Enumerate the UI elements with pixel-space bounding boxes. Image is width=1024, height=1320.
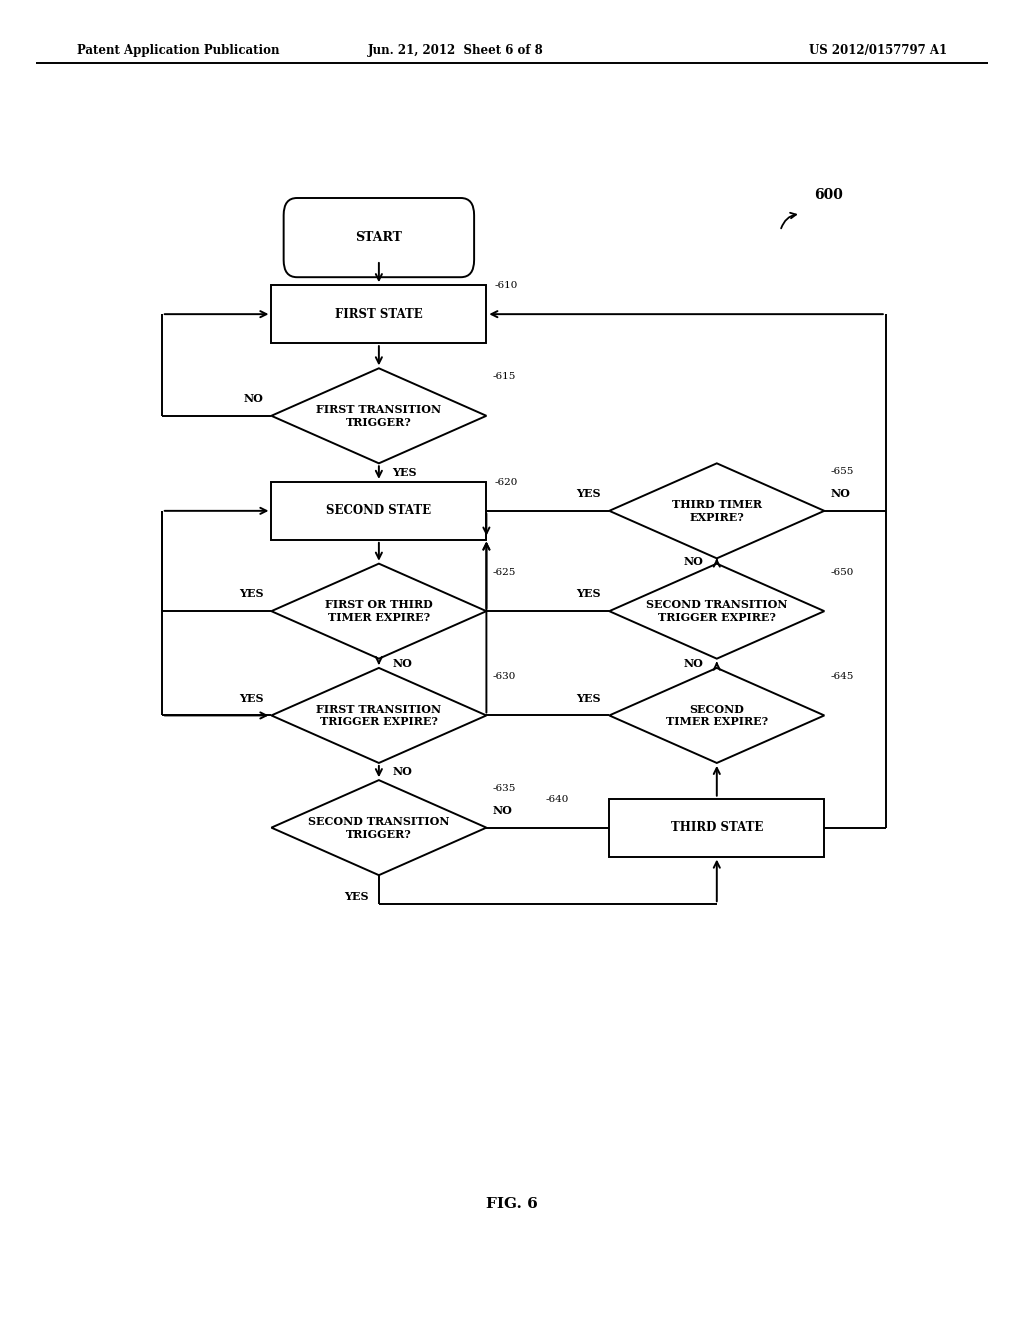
Bar xyxy=(271,285,486,343)
Text: FIG. 6: FIG. 6 xyxy=(486,1197,538,1210)
Text: SECOND STATE: SECOND STATE xyxy=(327,504,431,517)
Text: SECOND
TIMER EXPIRE?: SECOND TIMER EXPIRE? xyxy=(666,704,768,727)
FancyBboxPatch shape xyxy=(284,198,474,277)
Text: US 2012/0157797 A1: US 2012/0157797 A1 xyxy=(809,44,947,57)
Text: -625: -625 xyxy=(493,568,516,577)
Text: FIRST STATE: FIRST STATE xyxy=(335,308,423,321)
Text: YES: YES xyxy=(577,488,601,499)
Text: Patent Application Publication: Patent Application Publication xyxy=(77,44,280,57)
Text: 600: 600 xyxy=(814,189,843,202)
Polygon shape xyxy=(609,463,824,558)
Text: FIRST OR THIRD
TIMER EXPIRE?: FIRST OR THIRD TIMER EXPIRE? xyxy=(325,599,433,623)
Polygon shape xyxy=(609,564,824,659)
Polygon shape xyxy=(271,668,486,763)
Text: -630: -630 xyxy=(493,672,516,681)
Text: YES: YES xyxy=(344,891,369,902)
Text: Jun. 21, 2012  Sheet 6 of 8: Jun. 21, 2012 Sheet 6 of 8 xyxy=(368,44,544,57)
Text: -655: -655 xyxy=(830,467,854,477)
Text: -615: -615 xyxy=(493,372,516,381)
Text: FIRST TRANSITION
TRIGGER?: FIRST TRANSITION TRIGGER? xyxy=(316,404,441,428)
Text: YES: YES xyxy=(577,589,601,599)
Polygon shape xyxy=(271,368,486,463)
Text: FIRST TRANSITION
TRIGGER EXPIRE?: FIRST TRANSITION TRIGGER EXPIRE? xyxy=(316,704,441,727)
Bar xyxy=(271,482,486,540)
Text: NO: NO xyxy=(493,805,512,816)
Text: YES: YES xyxy=(239,693,263,704)
Text: -650: -650 xyxy=(830,568,854,577)
Polygon shape xyxy=(609,668,824,763)
Text: NO: NO xyxy=(392,657,412,669)
Text: NO: NO xyxy=(684,556,703,566)
Text: NO: NO xyxy=(392,766,412,777)
Polygon shape xyxy=(271,564,486,659)
Text: SECOND TRANSITION
TRIGGER?: SECOND TRANSITION TRIGGER? xyxy=(308,816,450,840)
Text: START: START xyxy=(355,231,402,244)
Text: NO: NO xyxy=(244,393,263,404)
Text: YES: YES xyxy=(392,467,417,478)
Text: NO: NO xyxy=(684,657,703,669)
Text: -610: -610 xyxy=(495,281,518,290)
Text: THIRD STATE: THIRD STATE xyxy=(671,821,763,834)
Text: -620: -620 xyxy=(495,478,518,487)
Text: -645: -645 xyxy=(830,672,854,681)
Text: -635: -635 xyxy=(493,784,516,793)
Text: SECOND TRANSITION
TRIGGER EXPIRE?: SECOND TRANSITION TRIGGER EXPIRE? xyxy=(646,599,787,623)
Text: THIRD TIMER
EXPIRE?: THIRD TIMER EXPIRE? xyxy=(672,499,762,523)
Text: NO: NO xyxy=(830,488,850,499)
Text: YES: YES xyxy=(239,589,263,599)
Polygon shape xyxy=(271,780,486,875)
Bar xyxy=(609,799,824,857)
Text: YES: YES xyxy=(577,693,601,704)
Text: -640: -640 xyxy=(546,795,569,804)
